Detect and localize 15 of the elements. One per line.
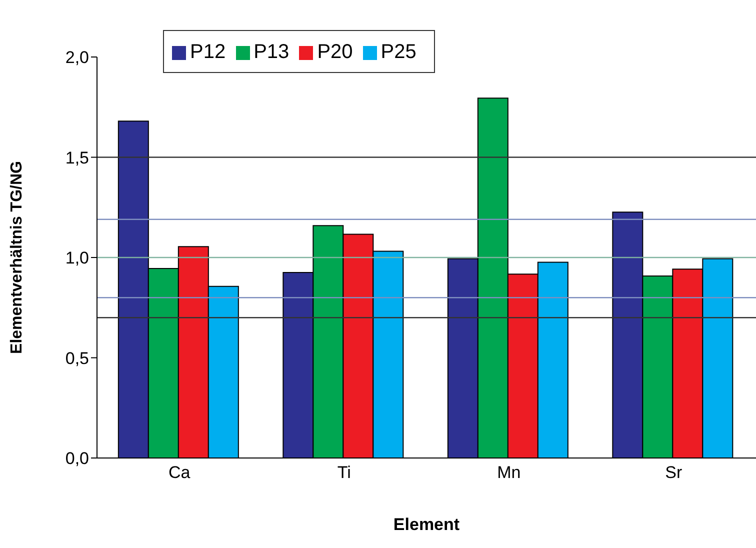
x-tick-label: Ca — [168, 463, 191, 482]
y-tick-label: 2,0 — [65, 48, 89, 68]
y-axis-title: Elementverhältnis TG/NG — [8, 161, 26, 354]
y-tick-label: 0,0 — [65, 449, 89, 468]
x-axis-title: Element — [393, 515, 460, 534]
y-tick-label: 1,0 — [65, 248, 89, 268]
legend-label: P12 — [190, 41, 226, 63]
x-tick-label: Sr — [665, 463, 682, 482]
x-tick-label: Mn — [497, 463, 521, 482]
legend-label: P25 — [380, 41, 416, 63]
x-tick-label: Ti — [337, 463, 351, 482]
legend-label: P20 — [317, 41, 353, 63]
legend-label: P13 — [254, 41, 290, 63]
y-tick-label: 1,5 — [65, 148, 89, 168]
y-tick-label: 0,5 — [65, 348, 89, 368]
